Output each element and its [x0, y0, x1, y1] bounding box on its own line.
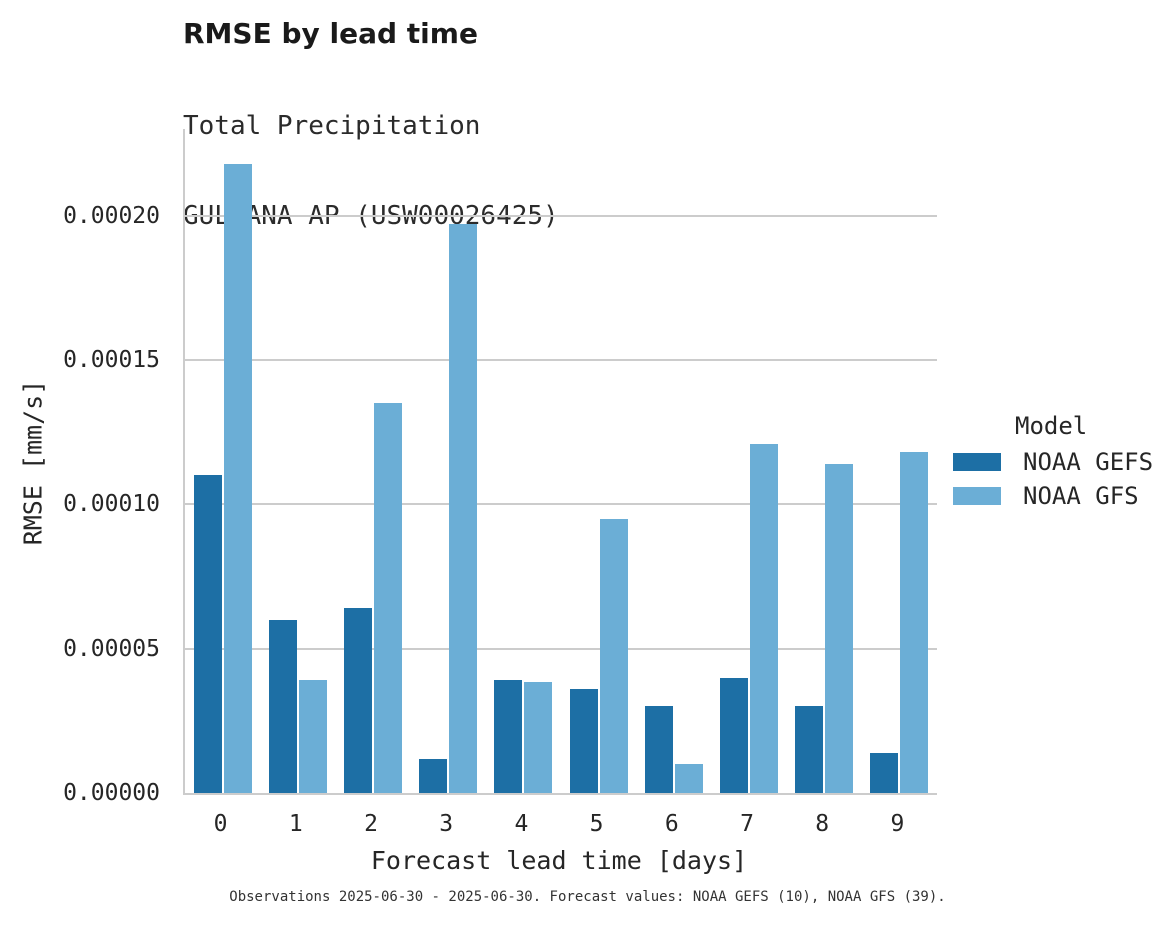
gridline-0.00015 — [185, 358, 937, 361]
x-tick-1: 1 — [288, 811, 303, 837]
x-tick-4: 4 — [514, 811, 529, 837]
legend-item-noaa-gfs: NOAA GFS — [953, 481, 1153, 510]
y-tick-0.00005: 0.00005 — [63, 635, 160, 662]
bar-noaa-gefs-day-1 — [269, 620, 297, 793]
bar-noaa-gefs-day-8 — [795, 706, 823, 793]
legend-item-noaa-gefs: NOAA GEFS — [953, 447, 1154, 476]
x-tick-5: 5 — [589, 811, 604, 837]
bar-noaa-gfs-day-7 — [750, 444, 778, 793]
bar-noaa-gefs-day-0 — [194, 475, 222, 793]
bar-noaa-gfs-day-5 — [600, 519, 628, 793]
legend: Model NOAA GEFS NOAA GFS — [953, 412, 1154, 510]
x-axis-label: Forecast lead time [days] — [370, 846, 748, 875]
caption: Observations 2025-06-30 - 2025-06-30. Fo… — [229, 889, 946, 905]
gridline-0.0001 — [185, 503, 937, 506]
legend-swatch-noaa-gfs — [953, 486, 1001, 505]
x-tick-9: 9 — [890, 811, 905, 837]
y-tick-0.00010: 0.00010 — [63, 491, 160, 518]
chart-title: RMSE by lead time — [183, 17, 478, 50]
bar-noaa-gfs-day-3 — [449, 224, 477, 793]
x-tick-8: 8 — [815, 811, 830, 837]
bar-noaa-gfs-day-1 — [299, 680, 327, 793]
subtitle-line-1: Total Precipitation — [183, 111, 481, 141]
bar-noaa-gfs-day-8 — [825, 464, 853, 793]
gridline-0.0002 — [185, 214, 937, 217]
x-tick-6: 6 — [664, 811, 679, 837]
bar-noaa-gefs-day-9 — [870, 753, 898, 793]
bar-noaa-gfs-day-2 — [374, 403, 402, 793]
bar-noaa-gefs-day-2 — [344, 608, 372, 793]
legend-swatch-noaa-gefs — [953, 452, 1001, 471]
bar-noaa-gefs-day-4 — [494, 680, 522, 793]
legend-label-noaa-gfs: NOAA GFS — [1023, 481, 1139, 510]
x-tick-7: 7 — [740, 811, 754, 837]
bar-noaa-gfs-day-9 — [900, 452, 928, 793]
bar-noaa-gefs-day-7 — [720, 678, 748, 793]
bar-noaa-gefs-day-5 — [570, 689, 598, 793]
bar-noaa-gfs-day-0 — [224, 164, 252, 793]
plot-area — [183, 129, 937, 795]
bar-noaa-gefs-day-3 — [419, 759, 447, 793]
legend-title: Model — [1015, 412, 1088, 440]
bar-noaa-gfs-day-4 — [524, 682, 552, 793]
y-tick-0.00020: 0.00020 — [63, 202, 160, 229]
bar-noaa-gefs-day-6 — [645, 706, 673, 793]
y-tick-0.00000: 0.00000 — [63, 780, 160, 806]
gridline-0.00005 — [185, 647, 937, 650]
x-tick-2: 2 — [364, 811, 378, 837]
legend-label-noaa-gefs: NOAA GEFS — [1023, 447, 1154, 476]
bar-noaa-gfs-day-6 — [675, 764, 703, 793]
y-tick-0.00015: 0.00015 — [63, 346, 160, 373]
x-tick-3: 3 — [439, 811, 454, 837]
x-tick-0: 0 — [213, 811, 228, 837]
